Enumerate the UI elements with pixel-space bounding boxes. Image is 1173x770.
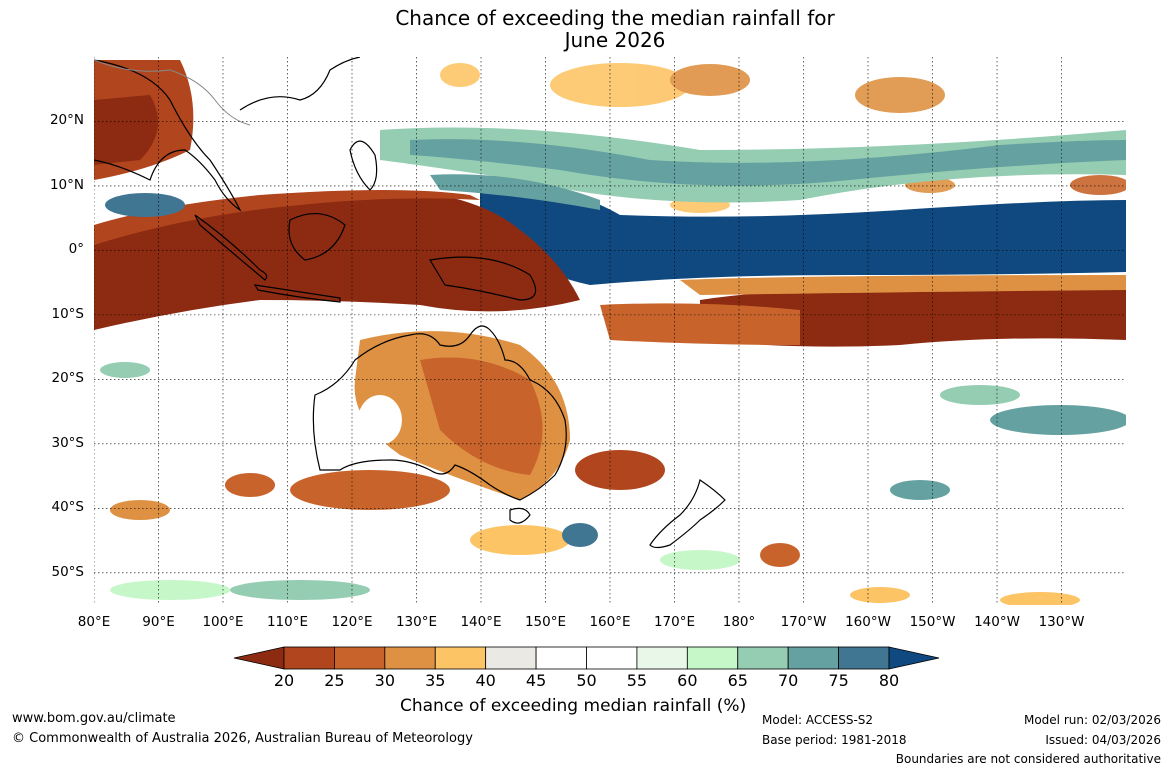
- longitude-label: 130°E: [395, 614, 438, 630]
- longitude-label: 180°: [722, 614, 756, 630]
- footer-url[interactable]: www.bom.gov.au/climate: [12, 711, 176, 726]
- colorbar-segment: [434, 646, 487, 670]
- longitude-label: 120°E: [331, 614, 373, 630]
- colorbar-tick-label: 75: [828, 671, 849, 690]
- colorbar-extend-high: [888, 646, 940, 670]
- colorbar-tick-label: 25: [324, 671, 345, 690]
- latitude-label: 0°: [68, 241, 84, 258]
- latitude-label: 20°N: [49, 112, 84, 129]
- australia-coast: [312, 325, 567, 501]
- colorbar-tick-label: 65: [727, 671, 748, 690]
- colorbar-tick-label: 60: [677, 671, 698, 690]
- footer-model-run: Model run: 02/03/2026: [1023, 713, 1161, 727]
- map-title-line-2: June 2026: [564, 28, 666, 52]
- longitude-label: 140°E: [460, 614, 502, 630]
- footer-base-period: Base period: 1981-2018: [762, 733, 907, 747]
- philippines-coast: [349, 140, 378, 191]
- colorbar-tick-label: 50: [576, 671, 597, 690]
- latitude-label: 50°S: [51, 563, 85, 580]
- latitude-label: 30°S: [51, 434, 85, 451]
- borneo-coast: [288, 213, 346, 261]
- footer-disclaimer: Boundaries are not considered authoritat…: [895, 752, 1161, 766]
- longitude-label: 160°W: [845, 614, 891, 630]
- colorbar-tick-label: 35: [425, 671, 446, 690]
- longitude-label: 130°W: [1038, 614, 1085, 630]
- colorbar-segment: [737, 646, 789, 670]
- latitude-label: 20°S: [51, 370, 85, 387]
- colorbar-extend-low: [233, 646, 285, 670]
- borders: [94, 59, 251, 126]
- longitude-label: 150°E: [524, 614, 567, 630]
- colorbar-tick-label: 80: [878, 671, 900, 690]
- colorbar-segment: [535, 646, 587, 670]
- colorbar-segment: [636, 646, 688, 670]
- colorbar-segment: [586, 646, 638, 670]
- footer-model: Model: ACCESS-S2: [762, 713, 874, 727]
- rainfall-field: [94, 60, 1126, 605]
- colorbar-tick-label: 30: [374, 671, 396, 690]
- graticule: [94, 57, 1126, 605]
- colorbar-title: Chance of exceeding median rainfall (%): [400, 696, 747, 716]
- java-coast: [253, 284, 341, 303]
- colorbar-segment: [787, 646, 839, 670]
- colorbar-segment: [686, 646, 739, 670]
- colorbar-segment: [384, 646, 436, 670]
- new-zealand-coast: [649, 479, 726, 549]
- colorbar-tick-label: 55: [626, 671, 648, 690]
- footer-copyright: © Commonwealth of Australia 2026, Austra…: [12, 731, 473, 746]
- longitude-label: 80°E: [77, 614, 111, 630]
- asia-coast: [94, 59, 242, 212]
- china-coast: [239, 57, 361, 111]
- longitude-label: 90°E: [142, 614, 175, 630]
- colorbar-tick-label: 40: [475, 671, 496, 690]
- colorbar-segment: [334, 646, 386, 670]
- footer-issued: Issued: 04/03/2026: [1045, 733, 1161, 747]
- longitude-label: 100°E: [202, 614, 244, 630]
- colorbar-tick-label: 70: [777, 671, 799, 690]
- latitude-label: 10°N: [49, 176, 84, 193]
- longitude-label: 110°E: [266, 614, 309, 630]
- latitude-label: 10°S: [51, 305, 85, 322]
- longitude-label: 140°W: [974, 614, 1020, 630]
- colorbar-segment: [283, 646, 335, 670]
- longitude-label: 150°W: [909, 614, 956, 630]
- longitude-label: 170°W: [780, 614, 827, 630]
- new-guinea-coast: [429, 256, 537, 301]
- colorbar-tick-label: 20: [273, 671, 295, 690]
- longitude-label: 170°E: [653, 614, 696, 630]
- map-title-line-1: Chance of exceeding the median rainfall …: [395, 6, 835, 30]
- longitude-label: 160°E: [589, 614, 631, 630]
- colorbar-tick-label: 45: [525, 671, 547, 690]
- colorbar-segment: [485, 646, 537, 670]
- sumatra-coast: [194, 214, 268, 281]
- latitude-label: 40°S: [51, 499, 85, 516]
- colorbar-segment: [838, 646, 890, 670]
